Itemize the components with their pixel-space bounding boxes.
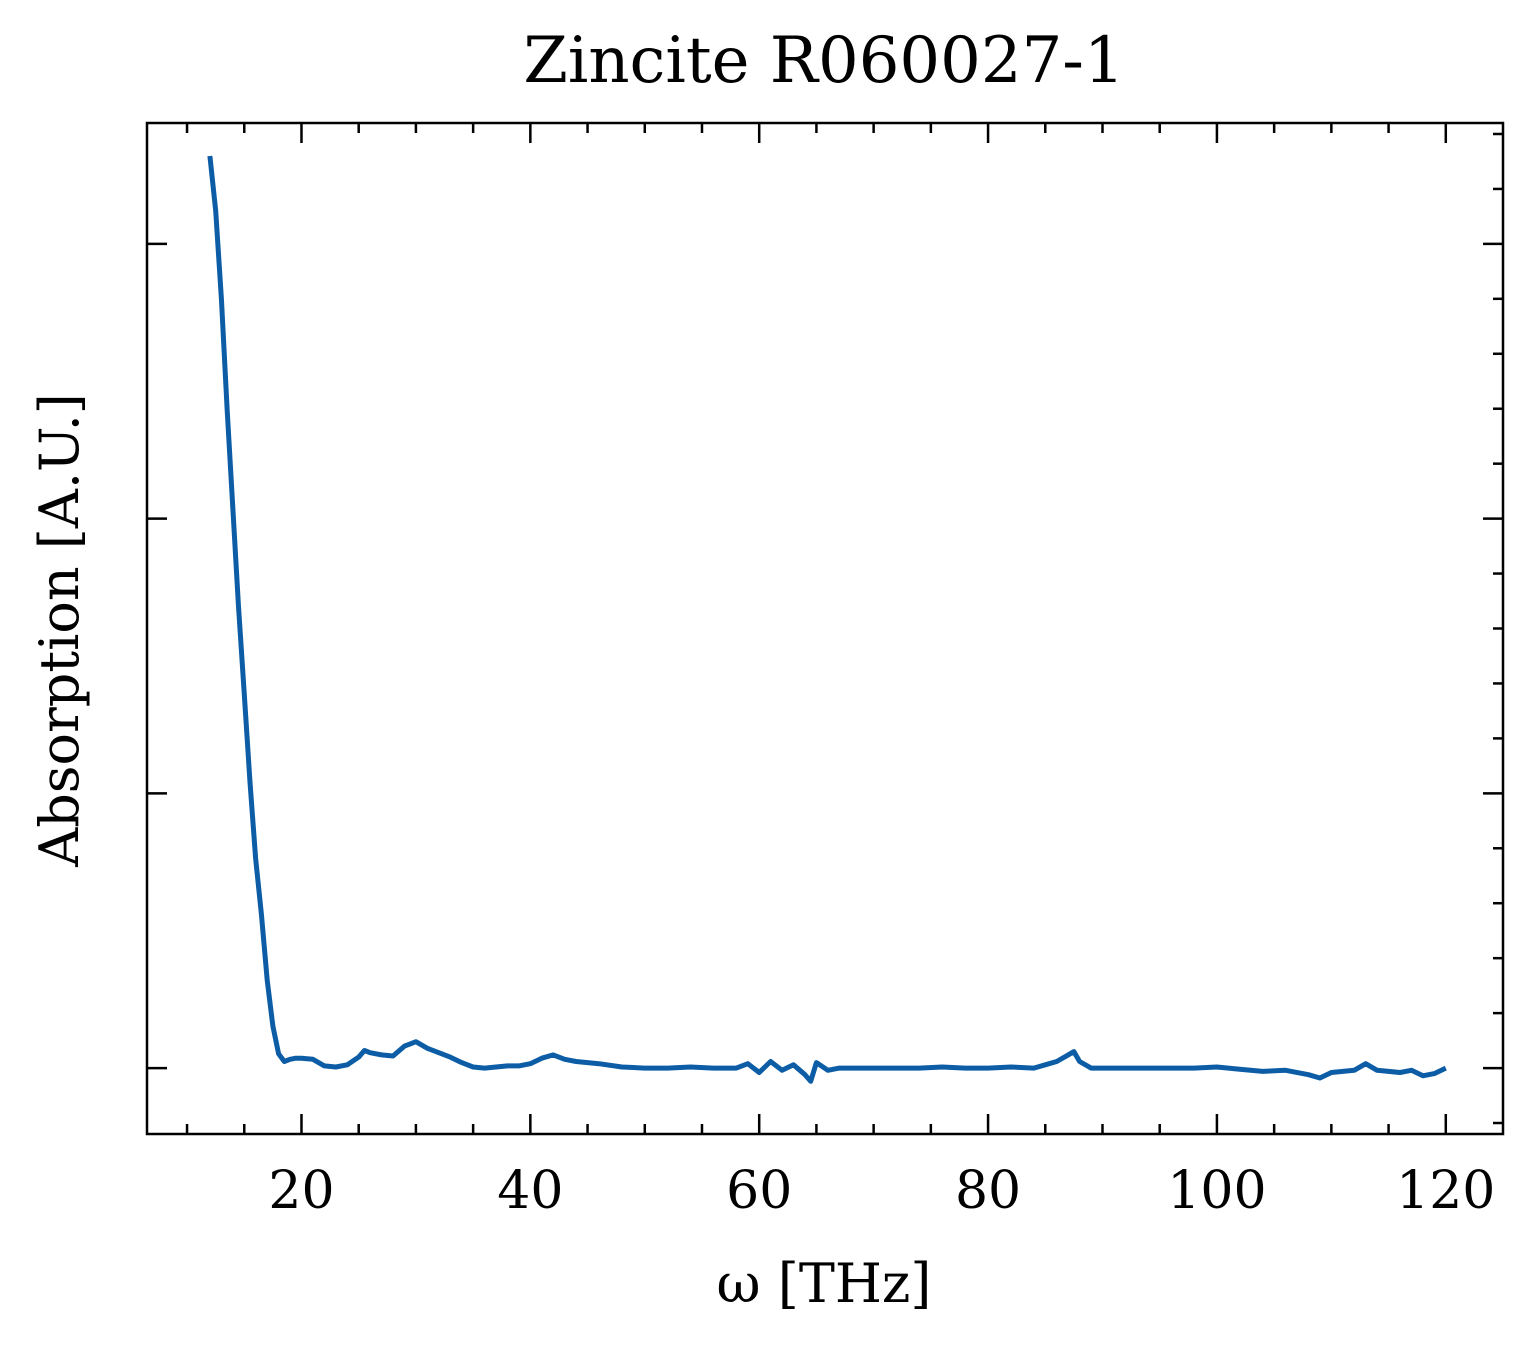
x-axis-label: ω [THz] (717, 1252, 932, 1315)
x-tick-label: 100 (1167, 1161, 1266, 1221)
x-tick-label: 20 (268, 1161, 334, 1221)
series-line (207, 155, 1447, 1084)
chart-title: Zincite R060027-1 (523, 24, 1124, 98)
x-tick-label: 80 (955, 1161, 1021, 1221)
y-axis-label: Absorption [A.U.] (28, 393, 91, 868)
x-tick-label: 40 (497, 1161, 563, 1221)
x-tick-label: 120 (1396, 1161, 1495, 1221)
plot-frame (145, 121, 1505, 1136)
x-tick-label: 60 (726, 1161, 792, 1221)
x-tick-labels: 20 40 60 80 100 120 (268, 1161, 1495, 1221)
axis-ticks (147, 123, 1503, 1134)
